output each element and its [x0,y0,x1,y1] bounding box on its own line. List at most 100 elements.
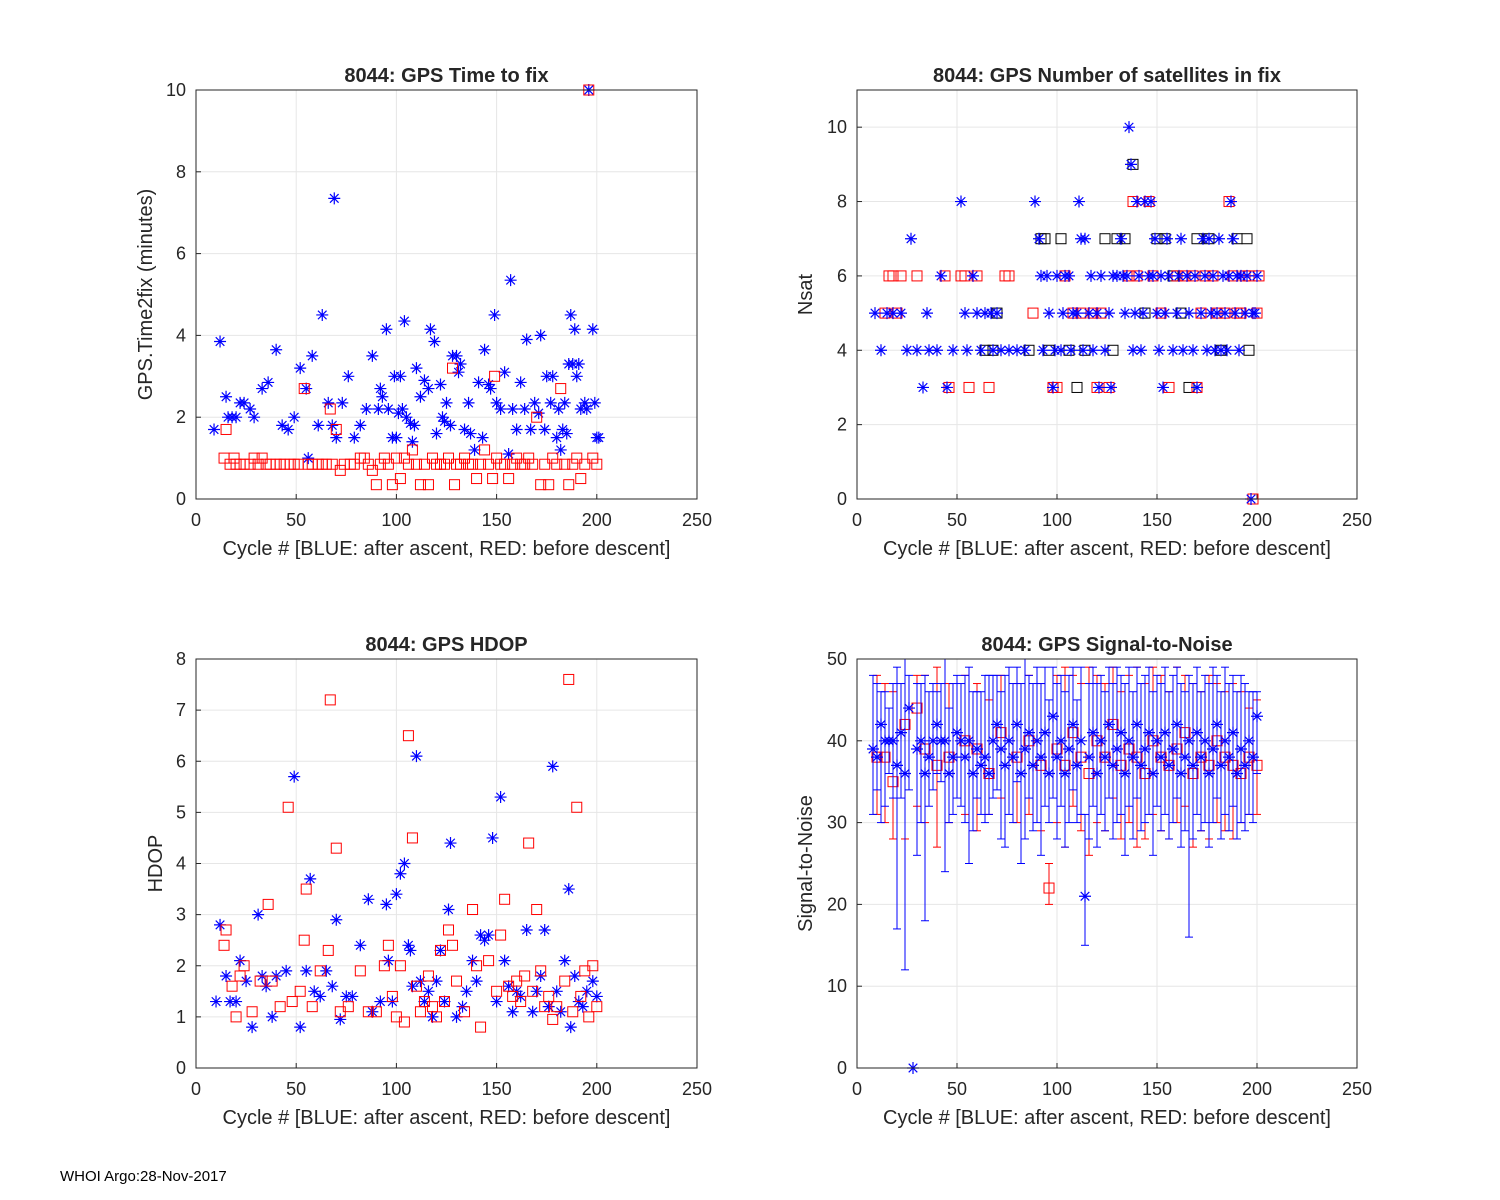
data-point-asterisk [1231,767,1243,780]
data-point-asterisk [526,1005,539,1018]
data-point-square [1071,381,1083,393]
data-point-asterisk [558,954,571,967]
data-point-asterisk [588,396,601,409]
data-point-asterisk [366,1005,379,1018]
data-point-square [256,452,268,464]
y-tick-label: 20 [827,894,847,914]
data-point-asterisk [995,742,1007,755]
data-point-asterisk [580,985,593,998]
data-point-asterisk [1199,734,1211,747]
x-tick-label: 200 [582,1079,612,1099]
data-point-square [386,479,398,491]
y-axis-label: Nsat [795,273,817,315]
data-point-asterisk [1171,307,1183,320]
data-point-asterisk [1203,232,1215,245]
data-point-asterisk [450,1010,463,1023]
data-point-asterisk [1011,344,1023,357]
data-point-asterisk [1219,307,1231,320]
data-point-asterisk [390,431,403,444]
data-point-asterisk [524,423,537,436]
data-point-asterisk [410,362,423,375]
data-point-asterisk [971,742,983,755]
data-point-square [459,1006,471,1018]
data-point-square [451,975,463,987]
data-point-asterisk [987,734,999,747]
data-point-asterisk [444,837,457,850]
data-point-asterisk [1121,269,1133,282]
data-point-square [443,452,455,464]
data-point-asterisk [404,944,417,957]
data-point-asterisk [1227,726,1239,739]
data-point-asterisk [1157,381,1169,394]
data-point-asterisk [542,1000,555,1013]
data-point-asterisk [999,759,1011,772]
data-point-asterisk [1125,158,1137,171]
error-bar [1185,674,1193,938]
y-tick-label: 10 [827,976,847,996]
data-point-asterisk [348,431,361,444]
data-point-square [523,837,535,849]
data-point-asterisk [1127,751,1139,764]
y-tick-label: 8 [176,649,186,669]
data-point-asterisk [1239,307,1251,320]
data-point-square [539,458,551,470]
data-point-asterisk [482,929,495,942]
data-point-asterisk [1133,269,1145,282]
data-point-square [342,1001,354,1013]
data-point-square [262,898,274,910]
data-point-square [344,458,356,470]
data-point-square [963,381,975,393]
error-bar [901,658,909,971]
data-point-asterisk [1183,307,1195,320]
data-point-asterisk [230,411,243,424]
data-point-square [398,1016,410,1028]
data-point-asterisk [1103,307,1115,320]
data-point-asterisk [1019,344,1031,357]
data-point-asterisk [374,995,387,1008]
data-point-asterisk [1241,269,1253,282]
data-point-asterisk [1091,767,1103,780]
data-point-asterisk [987,344,999,357]
data-point-asterisk [552,403,565,416]
data-point-asterisk [947,751,959,764]
data-point-asterisk [1175,232,1187,245]
data-point-square [218,452,230,464]
data-point-asterisk [470,975,483,988]
data-point-asterisk [1103,718,1115,731]
data-point-asterisk [887,307,899,320]
data-point-asterisk [240,975,253,988]
data-point-square [527,458,539,470]
data-point-square [911,270,923,282]
x-tick-label: 150 [482,510,512,530]
data-point-asterisk [576,1000,589,1013]
data-point-asterisk [1055,734,1067,747]
data-point-square [394,473,406,485]
data-point-asterisk [374,382,387,395]
data-point-asterisk [560,427,573,440]
data-point-asterisk [915,734,927,747]
data-point-asterisk [1003,344,1015,357]
data-point-asterisk [562,883,575,896]
error-bar [905,674,913,791]
data-point-asterisk [440,396,453,409]
data-point-asterisk [402,939,415,952]
data-point-asterisk [1051,751,1063,764]
data-point-asterisk [568,969,581,982]
data-point-asterisk [1243,734,1255,747]
data-point-square [503,473,515,485]
x-tick-label: 250 [682,510,712,530]
data-point-asterisk [869,307,881,320]
data-point-asterisk [486,831,499,844]
data-point-asterisk [390,888,403,901]
data-point-square [230,1011,242,1023]
chart-title: 8044: GPS Number of satellites in fix [933,65,1281,87]
data-point-square [410,458,422,470]
data-point-asterisk [1043,307,1055,320]
error-bar [1093,683,1101,848]
data-point-asterisk [354,419,367,432]
axes-box [856,658,1358,1069]
error-bar [1029,683,1037,832]
data-point-asterisk [382,403,395,416]
data-point-asterisk [534,329,547,342]
data-point-square [238,960,250,972]
